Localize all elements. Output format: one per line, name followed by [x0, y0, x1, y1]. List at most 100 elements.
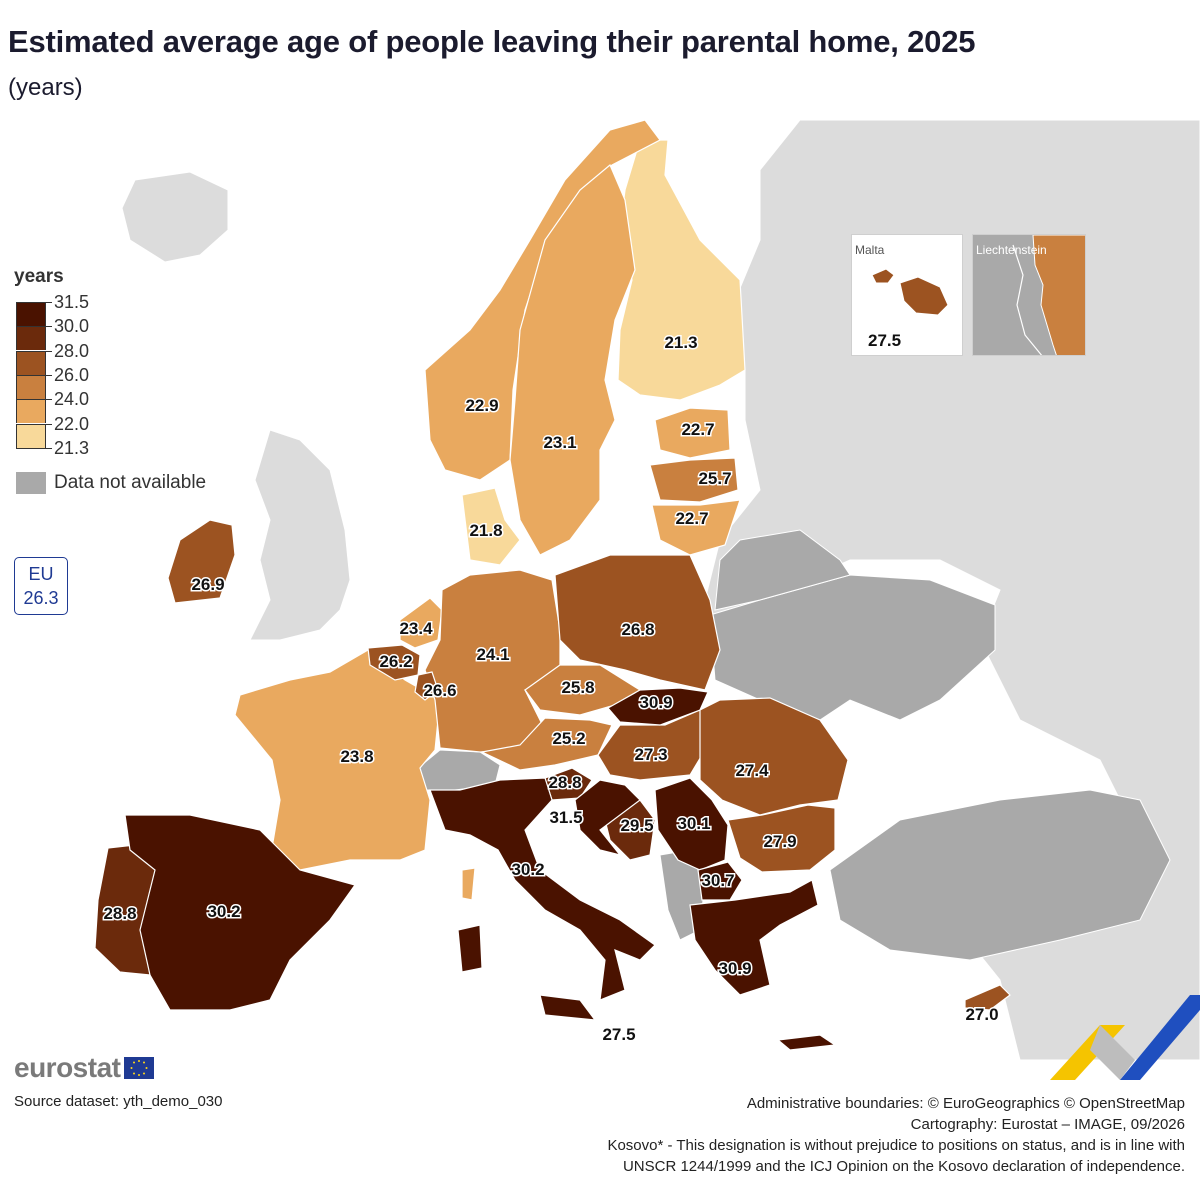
- legend-tick-line: [16, 447, 52, 449]
- map-value-label: 22.9: [465, 396, 498, 415]
- map-value-label: 22.7: [681, 420, 714, 439]
- credit-line: UNSCR 1244/1999 and the ICJ Opinion on t…: [622, 1158, 1185, 1175]
- map-value-label: 25.2: [552, 729, 585, 748]
- eu-label: EU: [28, 564, 54, 584]
- inset-liechtenstein-map: [1012, 235, 1085, 355]
- region-denmark: [461, 487, 521, 566]
- map-value-label: 27.3: [634, 745, 667, 764]
- map-value-label: 26.8: [621, 620, 654, 639]
- credit-line: Cartography: Eurostat – IMAGE, 09/2026: [910, 1116, 1185, 1133]
- region-cyprus: [964, 984, 1011, 1011]
- map-value-label: 30.9: [718, 959, 751, 978]
- region-belarus: [714, 529, 851, 611]
- eurostat-logo: eurostat: [14, 1052, 121, 1083]
- region-france: [234, 649, 476, 901]
- credit-line: Kosovo* - This designation is without pr…: [607, 1137, 1185, 1154]
- legend-tick-label: 22.0: [54, 413, 90, 434]
- legend-tick-line: [16, 399, 52, 401]
- region-spain: [124, 814, 356, 1011]
- map-value-label: 22.7: [675, 509, 708, 528]
- map-value-label: 21.3: [664, 333, 697, 352]
- map-value-label: 30.7: [701, 871, 734, 890]
- na-countries: [417, 529, 1171, 961]
- credit-line: Administrative boundaries: © EuroGeograp…: [746, 1095, 1185, 1112]
- malta-shape: [871, 268, 949, 316]
- legend-swatch: [16, 399, 46, 424]
- legend-tick-label: 28.0: [54, 340, 90, 361]
- country-shapes: [94, 119, 1011, 1051]
- page-subtitle: (years): [8, 74, 83, 101]
- legend-tick-label: 21.3: [54, 437, 90, 458]
- liechtenstein-shape: [1032, 235, 1085, 355]
- europe-map: 21.3 22.7 25.7 22.7 22.9 23.1 21.8 26.9 23.4 24.1…: [94, 119, 1200, 1060]
- legend-na-label: Data not available: [54, 472, 207, 493]
- region-poland: [554, 554, 721, 691]
- region-norway: [424, 119, 661, 481]
- eurostat-chevron-icon: [1050, 995, 1200, 1080]
- map-value-label: 29.5: [620, 816, 653, 835]
- page-title: Estimated average age of people leaving …: [8, 24, 976, 59]
- map-value-label: 26.2: [379, 652, 412, 671]
- region-slovakia: [607, 687, 709, 726]
- map-value-label: 28.8: [548, 773, 581, 792]
- legend-tick-label: 31.5: [54, 292, 90, 312]
- map-value-label: 28.8: [103, 904, 136, 923]
- eurostat-brand: eurostat: [14, 1052, 155, 1084]
- region-latvia: [649, 457, 739, 503]
- legend-tick-line: [16, 326, 52, 328]
- map-value-label: 24.1: [476, 645, 509, 664]
- credits: Administrative boundaries: © EuroGeograp…: [465, 1093, 1185, 1177]
- legend-tick-line: [16, 302, 52, 303]
- region-estonia: [654, 407, 731, 459]
- map-value-label: 26.9: [191, 575, 224, 594]
- map-value-label: 30.9: [639, 693, 672, 712]
- inset-malta-value: 27.5: [868, 331, 902, 350]
- region-ireland: [167, 519, 236, 604]
- map-value-label: 27.9: [763, 832, 796, 851]
- legend-swatch: [16, 302, 46, 326]
- region-greece: [689, 879, 837, 1051]
- legend-tick-label: 24.0: [54, 389, 90, 410]
- map-value-label: 26.6: [423, 681, 456, 700]
- eu-flag-icon: [124, 1057, 155, 1079]
- map-value-label: 23.8: [340, 747, 373, 766]
- legend-swatch: [16, 350, 46, 375]
- legend-title: years: [14, 266, 64, 287]
- region-turkey: [829, 789, 1171, 961]
- value-labels: 21.3 22.7 25.7 22.7 22.9 23.1 21.8 26.9 23.4 24.1…: [102, 332, 1000, 1046]
- map-value-label: 30.2: [511, 860, 544, 879]
- map-value-label: 31.5: [549, 808, 582, 827]
- legend-scale: 31.5 30.0 28.0 26.0 24.0 22.0 21.3: [14, 292, 244, 457]
- legend-tick-label: 30.0: [54, 316, 90, 337]
- map-value-label: 23.4: [399, 619, 433, 638]
- inset-liechtenstein-name: Liechtenstein: [976, 243, 1047, 257]
- legend-swatch: [16, 326, 46, 351]
- region-austria: [480, 717, 613, 771]
- map-value-label: 27.4: [735, 761, 769, 780]
- map-value-label: 30.1: [677, 814, 710, 833]
- legend-tick-line: [16, 350, 52, 352]
- legend-na-row: Data not available: [16, 472, 206, 494]
- inset-malta: Malta 27.5: [851, 234, 963, 356]
- region-bulgaria: [727, 804, 836, 873]
- inset-liechtenstein: Liechtenstein: [972, 234, 1086, 356]
- region-croatia: [574, 779, 641, 857]
- inset-malta-map: [871, 268, 949, 316]
- region-serbia: [654, 777, 729, 871]
- region-finland: [617, 139, 746, 401]
- inset-malta-name: Malta: [855, 243, 885, 257]
- map-value-label: 27.5: [602, 1025, 635, 1044]
- eu-value: 26.3: [23, 588, 59, 608]
- region-luxembourg: [414, 671, 439, 701]
- legend: years 31.5 30.0 28.0 26.0 24.0 22.0 21.3 Data …: [14, 266, 244, 494]
- source-dataset: Source dataset: yth_demo_030: [14, 1093, 223, 1110]
- region-sweden: [509, 164, 636, 556]
- region-north-macedonia: [697, 861, 743, 901]
- map-value-label: 21.8: [469, 521, 502, 540]
- map-value-label: 25.8: [561, 678, 594, 697]
- region-italy: [429, 777, 656, 1021]
- map-value-label: 23.1: [543, 433, 576, 452]
- legend-tick-label: 26.0: [54, 364, 90, 385]
- region-netherlands: [399, 597, 443, 649]
- legend-swatch: [16, 423, 46, 448]
